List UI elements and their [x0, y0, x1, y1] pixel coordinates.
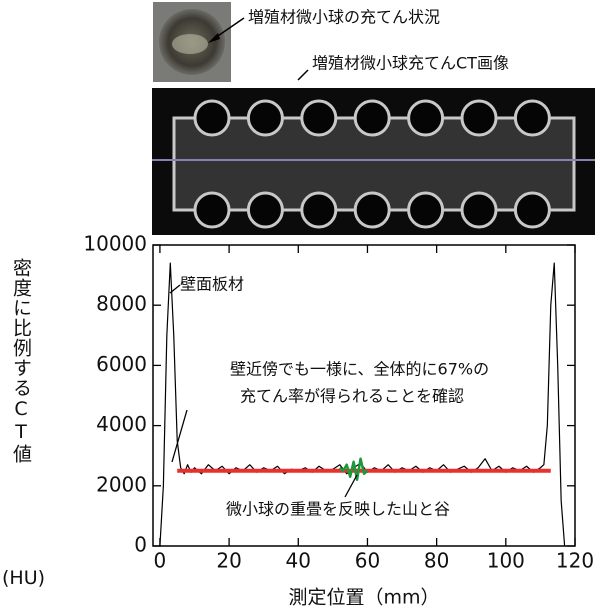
- photo-fill: [172, 34, 208, 54]
- y-tick-label: 6000: [96, 352, 147, 376]
- ct-sphere: [302, 101, 336, 135]
- ct-sphere: [462, 193, 496, 227]
- x-tick-label: 80: [424, 549, 449, 573]
- x-tick-label: 120: [556, 549, 594, 573]
- x-tick-label: 0: [154, 549, 167, 573]
- ct-sphere: [355, 101, 389, 135]
- y-tick-label: 10000: [83, 232, 147, 256]
- y-axis-unit: (HU): [2, 567, 45, 589]
- x-tick-label: 20: [216, 549, 241, 573]
- annotation: 壁面板材: [180, 275, 244, 294]
- ct-sphere: [409, 193, 443, 227]
- ct-sphere: [515, 101, 549, 135]
- ct-sphere: [302, 193, 336, 227]
- x-axis-label: 測定位置（mm）: [288, 587, 439, 609]
- annotation: 壁近傍でも一様に、全体的に67%の: [230, 360, 489, 379]
- x-tick-label: 60: [355, 549, 380, 573]
- arrow: [345, 475, 357, 497]
- ct-label: 増殖材微小球充てんCT画像: [312, 54, 509, 73]
- page: 増殖材微小球の充てん状況 増殖材微小球充てんCT画像 0 20 40 60 80 100 1…: [0, 0, 604, 611]
- annotation: 微小球の重畳を反映した山と谷: [226, 500, 450, 519]
- x-tick-label: 100: [487, 549, 525, 573]
- ct-sphere: [409, 101, 443, 135]
- ct-sphere: [248, 101, 282, 135]
- y-tick-label: 4000: [96, 412, 147, 436]
- ct-sphere: [248, 193, 282, 227]
- ct-sphere: [195, 101, 229, 135]
- ct-sphere: [355, 193, 389, 227]
- ct-shape: [174, 101, 574, 227]
- y-tick-label: 0: [134, 533, 147, 557]
- ct-sphere: [462, 101, 496, 135]
- photo-label: 増殖材微小球の充てん状況: [248, 8, 440, 27]
- annotation: 充てん率が得られることを確認: [240, 387, 464, 406]
- y-tick-label: 8000: [96, 292, 147, 316]
- y-tick-label: 2000: [96, 472, 147, 496]
- y-axis-label: 密度に比例するCT値: [8, 258, 35, 464]
- chart: 増殖材微小球の充てん状況 増殖材微小球充てんCT画像 0 20 40 60 80 100 1…: [0, 0, 604, 611]
- x-tick-label: 40: [286, 549, 311, 573]
- arrow: [298, 70, 308, 80]
- ct-sphere: [195, 193, 229, 227]
- ct-sphere: [515, 193, 549, 227]
